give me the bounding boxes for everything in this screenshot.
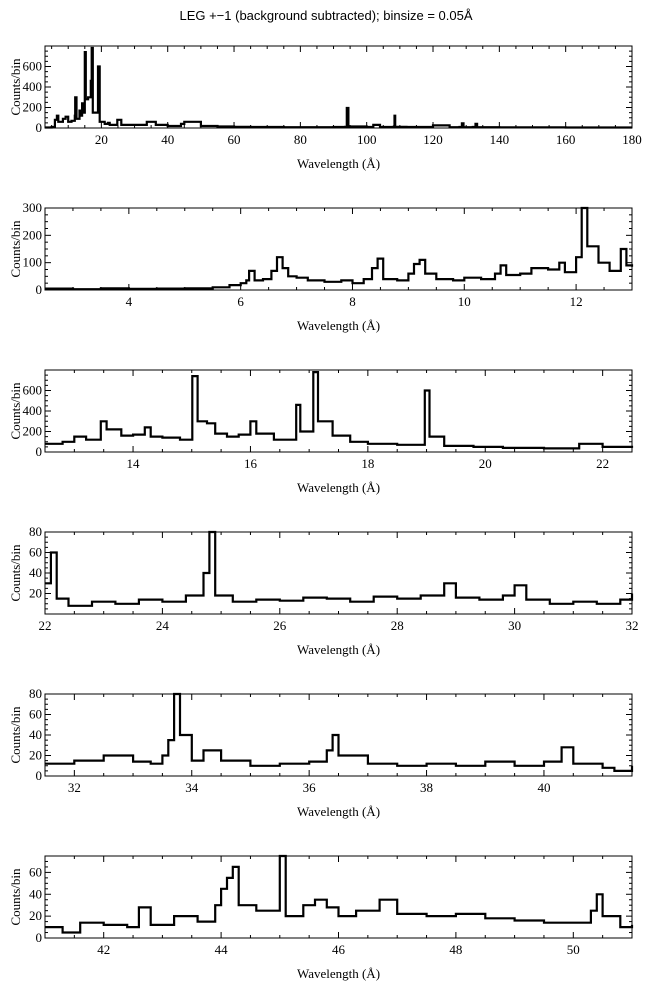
x-tick-label: 26 <box>273 618 287 633</box>
y-tick-label: 200 <box>23 100 43 115</box>
x-tick-label: 38 <box>420 780 433 795</box>
y-tick-label: 400 <box>23 79 43 94</box>
panel-1: 20 40 60 80 100 120 140 160 180 0 200 400 600 Wavelen… <box>8 45 642 171</box>
figure-title: LEG +−1 (background subtracted); binsize… <box>179 8 472 23</box>
y-tick-label: 80 <box>29 524 42 539</box>
panel-5: 32 34 36 38 40 0 20 40 60 80 Wavelength (Å) Counts/… <box>8 686 634 819</box>
y-tick-label: 60 <box>29 864 42 879</box>
y-axis-label: Counts/bin <box>8 544 23 602</box>
spectrum-line-2 <box>45 206 634 291</box>
x-tick-label: 22 <box>596 456 609 471</box>
y-tick-label: 0 <box>36 930 43 945</box>
x-tick-label: 4 <box>126 294 133 309</box>
y-tick-label: 60 <box>29 545 42 560</box>
x-tick-label: 34 <box>185 780 199 795</box>
x-tick-label: 12 <box>570 294 583 309</box>
y-tick-label: 40 <box>29 727 42 742</box>
y-tick-label: 0 <box>36 282 43 297</box>
y-tick-label: 200 <box>23 227 43 242</box>
panel-4: 22 24 26 28 30 32 20 40 60 80 Wavelength (Å) Counts… <box>8 524 639 657</box>
x-tick-label: 42 <box>97 942 110 957</box>
spectrum-line-6 <box>45 854 634 934</box>
plot-frame <box>44 45 633 129</box>
y-axis-label: Counts/bin <box>8 706 23 764</box>
y-tick-label: 200 <box>23 424 43 439</box>
x-tick-label: 180 <box>622 132 642 147</box>
x-axis-label: Wavelength (Å) <box>297 156 380 171</box>
spectrum-line-5 <box>45 692 634 772</box>
x-tick-label: 120 <box>423 132 443 147</box>
panel-2: 4 6 8 10 12 0 100 200 300 Wavelength (Å) Counts/bi… <box>8 200 634 333</box>
x-tick-label: 30 <box>508 618 521 633</box>
y-tick-label: 0 <box>36 768 43 783</box>
y-axis-label: Counts/bin <box>8 220 23 278</box>
y-tick-label: 0 <box>36 444 43 459</box>
x-tick-label: 140 <box>490 132 510 147</box>
x-tick-label: 28 <box>391 618 404 633</box>
x-tick-label: 50 <box>567 942 580 957</box>
x-tick-label: 40 <box>161 132 174 147</box>
plot-frame <box>44 531 633 615</box>
x-tick-label: 48 <box>449 942 462 957</box>
y-tick-label: 400 <box>23 403 43 418</box>
spectrum-line-1 <box>45 46 632 129</box>
x-axis-label: Wavelength (Å) <box>297 804 380 819</box>
y-tick-label: 40 <box>29 886 42 901</box>
y-axis-label: Counts/bin <box>8 58 23 116</box>
x-tick-label: 10 <box>458 294 471 309</box>
x-tick-label: 14 <box>127 456 141 471</box>
y-tick-label: 300 <box>23 200 43 215</box>
y-tick-label: 0 <box>36 120 43 135</box>
x-tick-label: 32 <box>626 618 639 633</box>
y-tick-label: 100 <box>23 255 43 270</box>
x-tick-label: 16 <box>244 456 258 471</box>
x-tick-label: 80 <box>294 132 307 147</box>
plot-frame <box>44 855 633 939</box>
x-axis-label: Wavelength (Å) <box>297 318 380 333</box>
x-tick-label: 20 <box>95 132 108 147</box>
x-tick-label: 8 <box>349 294 356 309</box>
y-tick-label: 40 <box>29 565 42 580</box>
panel-6: 42 44 46 48 50 0 20 40 60 Wavelength (Å) Counts/bi… <box>8 854 634 981</box>
y-tick-label: 600 <box>23 383 43 398</box>
x-tick-label: 36 <box>303 780 317 795</box>
y-axis-label: Counts/bin <box>8 868 23 926</box>
y-tick-label: 600 <box>23 59 43 74</box>
plot-frame <box>44 369 633 453</box>
x-tick-label: 24 <box>156 618 170 633</box>
x-tick-label: 46 <box>332 942 346 957</box>
plot-frame <box>44 207 633 291</box>
x-tick-label: 100 <box>357 132 377 147</box>
x-axis-label: Wavelength (Å) <box>297 966 380 981</box>
y-tick-label: 20 <box>29 586 42 601</box>
y-tick-label: 60 <box>29 707 42 722</box>
x-axis-label: Wavelength (Å) <box>297 642 380 657</box>
x-tick-label: 18 <box>361 456 374 471</box>
x-tick-label: 6 <box>237 294 244 309</box>
spectrum-line-4 <box>45 530 634 607</box>
x-axis-label: Wavelength (Å) <box>297 480 380 495</box>
x-tick-label: 32 <box>68 780 81 795</box>
y-tick-label: 20 <box>29 748 42 763</box>
x-tick-label: 40 <box>537 780 550 795</box>
x-tick-label: 20 <box>479 456 492 471</box>
y-tick-label: 80 <box>29 686 42 701</box>
panel-3: 14 16 18 20 22 0 200 400 600 Wavelength (Å) Counts… <box>8 369 634 495</box>
x-tick-label: 22 <box>39 618 52 633</box>
y-axis-label: Counts/bin <box>8 382 23 440</box>
x-tick-label: 60 <box>228 132 241 147</box>
x-tick-label: 44 <box>215 942 229 957</box>
spectrum-line-3 <box>45 371 634 450</box>
x-tick-label: 160 <box>556 132 576 147</box>
y-tick-label: 20 <box>29 908 42 923</box>
